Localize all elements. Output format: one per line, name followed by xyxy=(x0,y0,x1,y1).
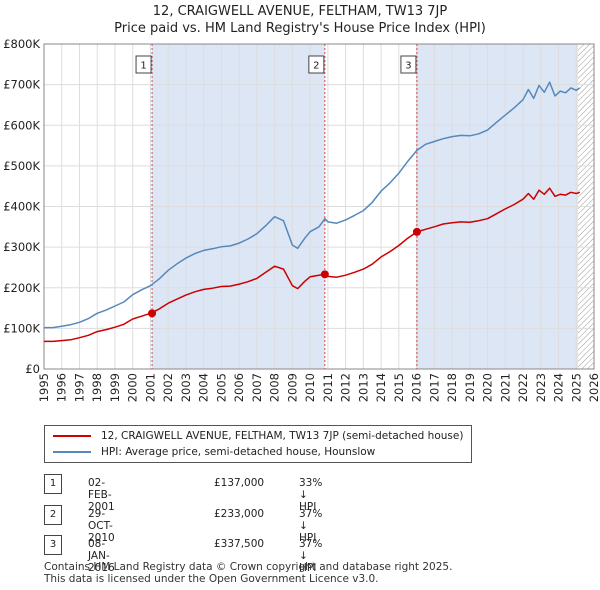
y-tick-label: £600K xyxy=(3,118,40,132)
x-tick-label: 1997 xyxy=(72,373,86,402)
legend: 12, CRAIGWELL AVENUE, FELTHAM, TW13 7JP … xyxy=(44,425,472,463)
x-tick-label: 1996 xyxy=(55,373,69,402)
x-tick-label: 2001 xyxy=(143,373,157,402)
y-tick-label: £700K xyxy=(3,78,40,92)
chart-title: 12, CRAIGWELL AVENUE, FELTHAM, TW13 7JP xyxy=(152,4,448,19)
x-tick-label: 2005 xyxy=(214,373,228,402)
x-tick-label: 2013 xyxy=(356,373,370,402)
x-tick-label: 2018 xyxy=(445,373,459,402)
transaction-hpi-diff: 37% ↓ HPI xyxy=(299,538,323,574)
chart-subtitle: Price paid vs. HM Land Registry's House … xyxy=(114,21,486,36)
x-tick-label: 2004 xyxy=(197,373,211,402)
x-tick-label: 2000 xyxy=(126,373,140,402)
y-tick-label: £800K xyxy=(3,37,40,51)
x-tick-label: 2003 xyxy=(179,373,193,402)
transaction-marker: 3 xyxy=(44,535,62,555)
footer-licence: This data is licensed under the Open Gov… xyxy=(44,573,379,585)
transaction-point xyxy=(148,309,157,318)
transaction-label: 3 xyxy=(405,61,411,72)
legend-item-property: 12, CRAIGWELL AVENUE, FELTHAM, TW13 7JP … xyxy=(53,428,463,444)
x-tick-label: 2024 xyxy=(552,373,566,402)
transaction-label: 2 xyxy=(313,61,319,72)
legend-red-swatch xyxy=(53,435,91,437)
transaction-marker: 2 xyxy=(44,505,62,525)
y-tick-label: £400K xyxy=(3,200,40,214)
transaction-price: £233,000 xyxy=(214,508,265,520)
x-tick-label: 2006 xyxy=(232,373,246,402)
y-tick-label: £0 xyxy=(25,362,40,376)
x-tick-label: 2015 xyxy=(392,373,406,402)
transaction-label-box xyxy=(308,55,325,74)
transaction-date: 02-FEB-2001 xyxy=(88,477,115,513)
transaction-point xyxy=(320,270,329,279)
transaction-hpi-diff: 33% ↓ HPI xyxy=(299,477,323,513)
x-tick-label: 2021 xyxy=(498,373,512,402)
x-tick-label: 2023 xyxy=(534,373,548,402)
x-tick-label: 2022 xyxy=(516,373,530,402)
x-tick-label: 2025 xyxy=(569,373,583,402)
x-tick-label: 2014 xyxy=(374,373,388,402)
x-tick-label: 2019 xyxy=(463,373,477,402)
x-tick-label: 2002 xyxy=(161,373,175,402)
legend-property-label: 12, CRAIGWELL AVENUE, FELTHAM, TW13 7JP … xyxy=(101,430,464,442)
x-tick-label: 1995 xyxy=(37,373,51,402)
transaction-date: 29-OCT-2010 xyxy=(88,508,115,544)
x-tick-label: 2012 xyxy=(339,373,353,402)
transaction-price: £337,500 xyxy=(214,538,265,550)
transaction-marker: 1 xyxy=(44,474,62,494)
transaction-date: 08-JAN-2016 xyxy=(88,538,115,574)
transaction-hpi-diff: 37% ↓ HPI xyxy=(299,508,323,544)
transaction-point xyxy=(412,227,421,236)
transaction-label: 1 xyxy=(140,61,146,72)
x-tick-label: 2011 xyxy=(321,373,335,402)
price-chart: £0 £100K £200K £300K £400K £500K £600K £700K £80… xyxy=(3,37,600,402)
y-tick-label: £500K xyxy=(3,159,40,173)
legend-blue-swatch xyxy=(53,451,91,453)
transaction-label-box xyxy=(400,55,417,74)
transaction-price: £137,000 xyxy=(214,477,265,489)
x-tick-label: 1998 xyxy=(90,373,104,402)
x-tick-label: 2017 xyxy=(427,373,441,402)
y-tick-label: £100K xyxy=(3,321,40,335)
x-tick-label: 1999 xyxy=(108,373,122,402)
transaction-label-box xyxy=(135,55,152,74)
y-tick-label: £200K xyxy=(3,281,40,295)
x-tick-label: 2007 xyxy=(250,373,264,402)
x-tick-label: 2020 xyxy=(481,373,495,402)
hpi-line xyxy=(44,81,581,329)
x-tick-label: 2009 xyxy=(285,373,299,402)
x-tick-label: 2010 xyxy=(303,373,317,402)
legend-hpi-label: HPI: Average price, semi-detached house,… xyxy=(101,446,376,458)
x-tick-label: 2026 xyxy=(587,373,600,402)
plot-frame xyxy=(43,43,595,370)
y-tick-label: £300K xyxy=(3,240,40,254)
x-tick-label: 2016 xyxy=(410,373,424,402)
x-tick-label: 2008 xyxy=(268,373,282,402)
legend-item-hpi: HPI: Average price, semi-detached house,… xyxy=(53,444,375,460)
footer-copyright: Contains HM Land Registry data © Crown c… xyxy=(44,561,453,573)
